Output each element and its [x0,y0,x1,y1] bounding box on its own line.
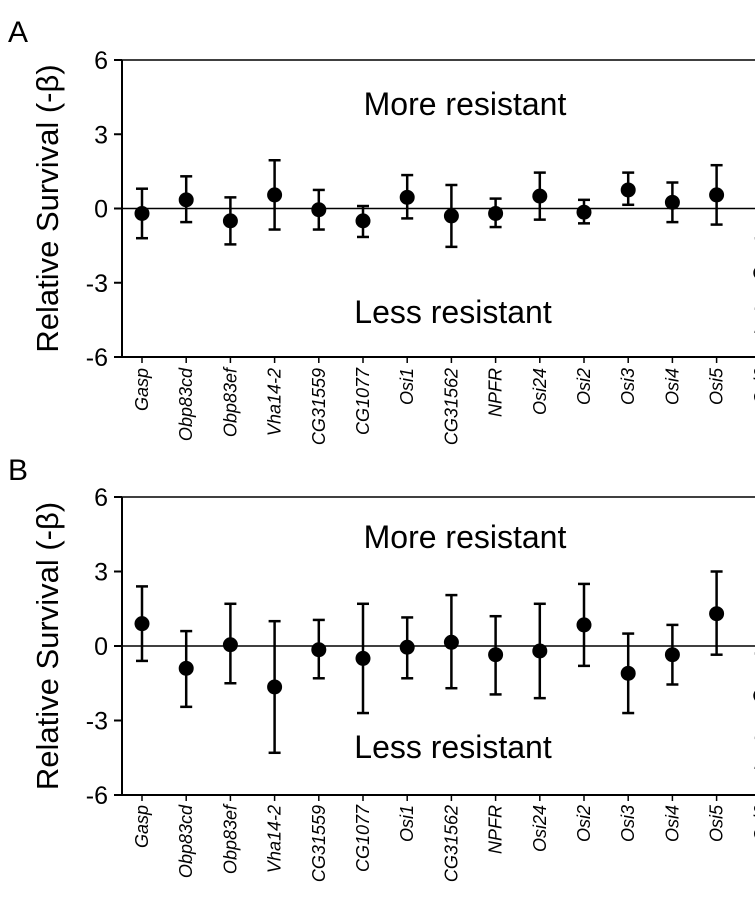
data-point [222,637,238,653]
x-tick-label: Osi5 [707,804,727,842]
data-point [267,187,283,203]
data-point [620,182,636,198]
annotation-more-resistant: More resistant [364,86,567,122]
data-point [267,679,283,695]
data-point [443,634,459,650]
x-tick-label: CG31559 [309,805,329,882]
x-tick-label: Osi6 [751,367,755,405]
panel-label: A [8,16,28,49]
y-tick-label: 0 [94,196,108,224]
data-point [399,639,415,655]
data-point [532,188,548,204]
x-tick-label: CG1077 [353,804,373,872]
data-point [355,650,371,666]
x-tick-label: CG31559 [309,368,329,445]
data-point [664,647,680,663]
x-tick-label: Osi2 [574,368,594,405]
data-point [134,205,150,221]
x-tick-label: Osi6 [751,804,755,842]
x-tick-label: Osi1 [397,368,417,405]
data-point [664,194,680,210]
x-tick-label: CG31562 [441,368,461,445]
y-tick-label: 6 [94,484,108,512]
annotation-less-resistant: Less resistant [354,729,552,765]
y-tick-label: 0 [94,633,108,661]
data-point [532,643,548,659]
x-tick-label: Osi3 [618,805,638,842]
x-tick-label: Osi3 [618,368,638,405]
x-tick-label: Osi4 [662,368,682,405]
x-tick-label: Osi5 [707,367,727,405]
x-tick-label: Obp83cd [176,804,196,878]
y-tick-label: 3 [94,121,108,149]
x-tick-label: Osi1 [397,805,417,842]
data-point [488,647,504,663]
x-tick-label: Osi4 [662,805,682,842]
x-tick-label: CG1077 [353,367,373,435]
annotation-more-resistant: More resistant [364,519,567,555]
data-point [178,660,194,676]
panel-label: B [8,454,28,487]
y-tick-label: -3 [86,270,108,298]
data-point [399,189,415,205]
y-tick-label: 3 [94,559,108,587]
data-point [576,617,592,633]
data-point [178,192,194,208]
x-tick-label: Vha14-2 [265,805,285,873]
data-point [355,213,371,229]
data-point [222,213,238,229]
y-axis-label: Relative Survival (-β) [30,64,65,352]
data-point [134,616,150,632]
y-axis-label: Relative Survival (-β) [30,502,65,790]
data-point [488,205,504,221]
x-tick-label: NPFR [486,805,506,854]
data-point [311,642,327,658]
data-point [576,204,592,220]
x-tick-label: Obp83ef [220,366,240,437]
x-tick-label: Osi2 [574,805,594,842]
y-tick-label: 6 [94,47,108,75]
data-point [443,208,459,224]
x-tick-label: CG31562 [441,805,461,882]
data-point [620,665,636,681]
x-tick-label: Obp83cd [176,367,196,441]
x-tick-label: Obp83ef [220,803,240,874]
data-point [311,202,327,218]
x-tick-label: Gasp [132,368,152,411]
data-point [709,187,725,203]
y-tick-label: -6 [86,782,108,810]
x-tick-label: Osi24 [530,805,550,852]
y-tick-label: -3 [86,708,108,736]
x-tick-label: Gasp [132,805,152,848]
panel-B: B 6 3 0 -3 -6 Relative Survival (-β) More resis… [8,454,755,882]
data-point [709,606,725,622]
panel-A: A 6 3 0 -3 -6 Relative Survival (-β) More resis… [8,16,755,445]
x-tick-label: Vha14-2 [265,368,285,436]
y-tick-label: -6 [86,344,108,372]
annotation-less-resistant: Less resistant [354,294,552,330]
x-tick-label: Osi24 [530,368,550,415]
x-tick-label: NPFR [486,368,506,417]
